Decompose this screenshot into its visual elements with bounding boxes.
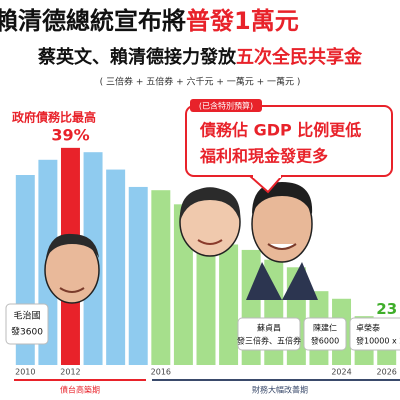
person-label: 卓榮泰 發10000 x 2 xyxy=(349,317,400,351)
note: ( 三倍券 + 五倍券 + 六千元 + 一萬元 + 一萬元 ) xyxy=(100,76,301,88)
person-note: 發3600 xyxy=(11,326,43,338)
person-label: 毛治國 發3600 xyxy=(5,303,49,345)
value-label: 39% xyxy=(51,125,89,144)
bar xyxy=(196,229,216,365)
person-name: 陳建仁 xyxy=(313,323,337,333)
period-label: 財務大幅改善期 xyxy=(252,385,308,395)
period-label: 債台高築期 xyxy=(60,385,100,395)
callout-tag: (已含特別預算) xyxy=(199,101,253,111)
subtitle: 蔡英文、賴清德接力發放五次全民共享金 xyxy=(37,46,363,68)
annotation: 政府債務比最高 xyxy=(12,110,96,125)
x-tick-label: 2026 xyxy=(377,368,397,377)
face-tsai xyxy=(179,187,241,257)
person-label: 陳建仁 發6000 xyxy=(303,317,347,351)
person-label: 蘇貞昌 發三倍券、五倍券 xyxy=(237,317,301,351)
subtitle-black: 蔡英文、賴清德接力發放 xyxy=(37,46,237,68)
person-note: 發三倍券、五倍券 xyxy=(237,336,301,346)
x-tick-label: 2024 xyxy=(331,368,351,377)
callout-line: 福利和現金發更多 xyxy=(199,147,328,166)
x-tick-label: 2016 xyxy=(151,368,171,377)
person-name: 卓榮泰 xyxy=(356,323,380,333)
bar xyxy=(219,244,239,365)
title: 賴清德總統宣布將普發1萬元 xyxy=(0,7,299,35)
face-ma xyxy=(44,233,100,304)
callout: (已含特別預算) 債務佔 GDP 比例更低 福利和現金發更多 xyxy=(185,99,393,194)
title-red: 普發1萬元 xyxy=(186,7,299,35)
bar xyxy=(106,169,126,365)
x-axis: 2010 2012 2016 2024 2026 xyxy=(15,368,397,377)
value-label: 23 xyxy=(376,300,397,318)
callout-line: 債務佔 GDP 比例更低 xyxy=(199,121,361,140)
x-tick-label: 2012 xyxy=(60,368,80,377)
bar xyxy=(151,190,171,365)
x-tick-label: 2010 xyxy=(15,368,35,377)
person-name: 毛治國 xyxy=(13,310,40,322)
subtitle-red: 五次全民共享金 xyxy=(236,46,363,68)
person-note: 發10000 x 2 xyxy=(356,337,400,346)
person-note: 發6000 xyxy=(311,337,339,346)
bar xyxy=(128,186,148,365)
person-name: 蘇貞昌 xyxy=(257,323,281,333)
title-black: 賴清德總統宣布將 xyxy=(0,7,186,35)
